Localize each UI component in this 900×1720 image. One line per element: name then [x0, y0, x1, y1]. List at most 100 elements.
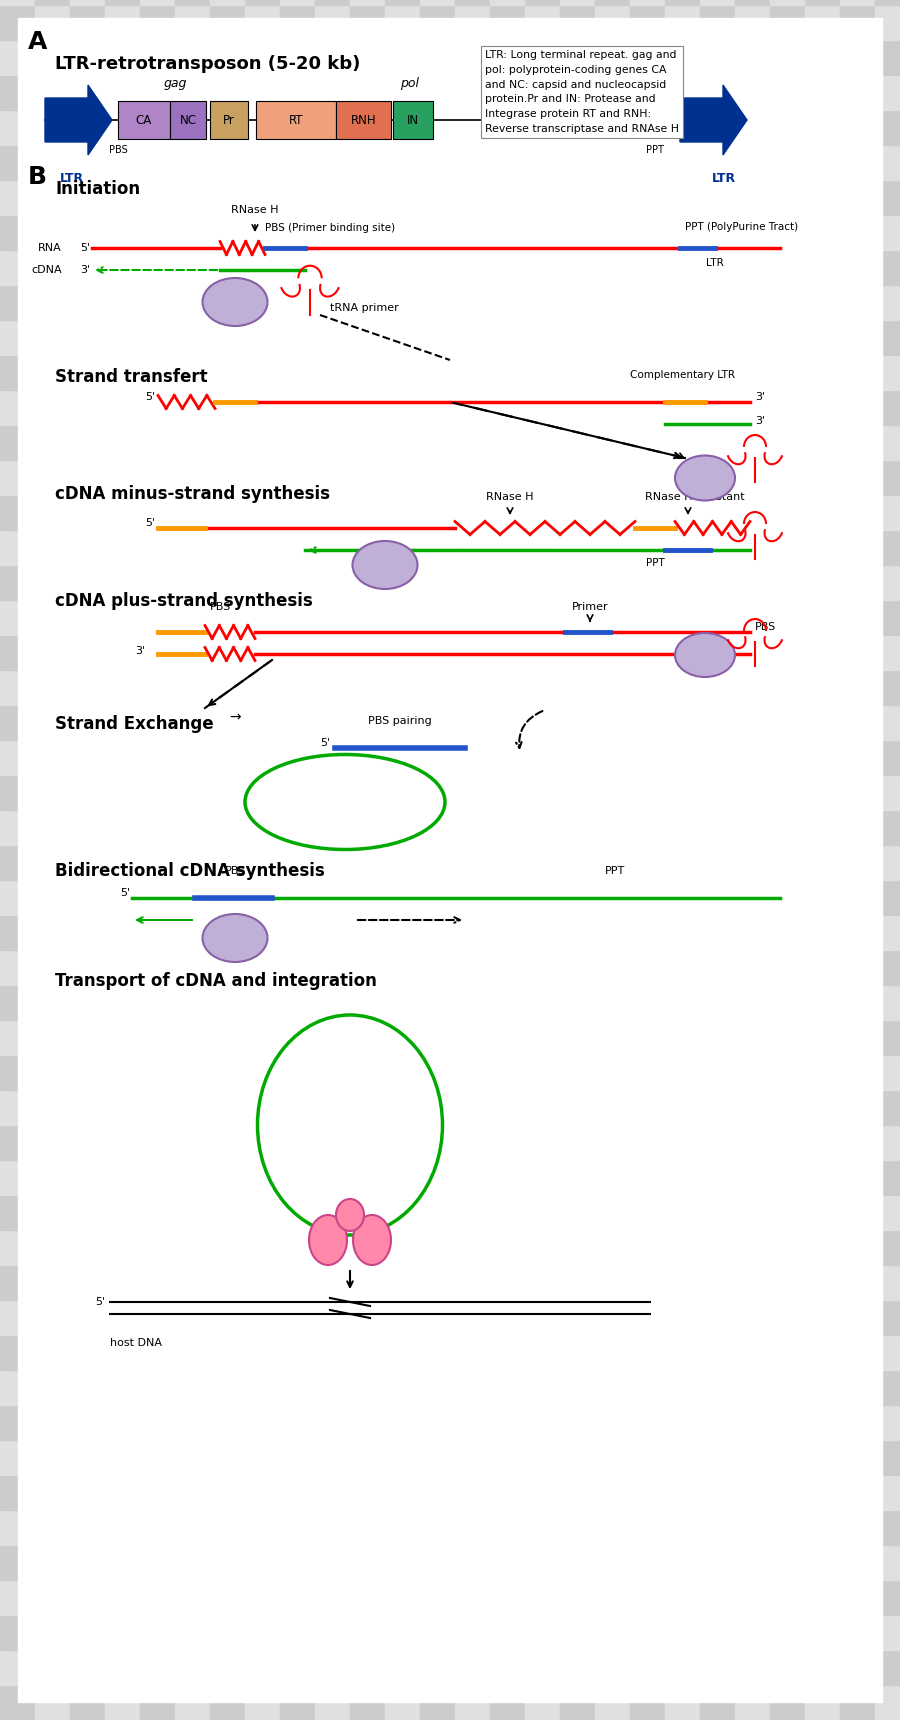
- Bar: [35, 776, 70, 810]
- Bar: [490, 1440, 525, 1476]
- Bar: [70, 110, 105, 144]
- Bar: [630, 986, 665, 1020]
- Bar: [210, 101, 248, 139]
- Bar: [245, 1686, 280, 1720]
- Bar: [630, 1476, 665, 1510]
- Bar: [490, 705, 525, 740]
- Bar: [140, 215, 175, 249]
- Bar: [595, 1545, 630, 1581]
- Bar: [175, 1545, 210, 1581]
- Bar: [525, 881, 560, 915]
- Bar: [385, 1476, 420, 1510]
- Bar: [280, 881, 315, 915]
- Bar: [175, 1335, 210, 1371]
- Bar: [315, 600, 350, 635]
- Bar: [490, 1159, 525, 1195]
- Bar: [280, 1335, 315, 1371]
- Bar: [170, 101, 206, 139]
- Bar: [665, 1054, 700, 1090]
- Bar: [805, 1264, 840, 1300]
- Bar: [560, 459, 595, 495]
- Bar: [280, 215, 315, 249]
- Text: B: B: [28, 165, 47, 189]
- Bar: [840, 144, 875, 181]
- Bar: [35, 915, 70, 949]
- Bar: [840, 635, 875, 671]
- Bar: [735, 740, 770, 776]
- Bar: [455, 1510, 490, 1545]
- Bar: [70, 986, 105, 1020]
- Bar: [385, 740, 420, 776]
- Bar: [350, 1125, 385, 1159]
- Bar: [560, 1264, 595, 1300]
- Bar: [35, 1090, 70, 1125]
- Bar: [118, 101, 170, 139]
- Bar: [490, 1090, 525, 1125]
- Bar: [630, 1405, 665, 1440]
- Bar: [455, 881, 490, 915]
- Bar: [490, 530, 525, 564]
- Bar: [665, 1545, 700, 1581]
- Bar: [875, 249, 900, 286]
- Bar: [805, 1300, 840, 1335]
- Bar: [560, 530, 595, 564]
- Bar: [805, 459, 840, 495]
- Bar: [256, 101, 336, 139]
- Bar: [525, 1054, 560, 1090]
- Bar: [140, 459, 175, 495]
- Bar: [385, 1686, 420, 1720]
- Bar: [420, 144, 455, 181]
- Bar: [210, 530, 245, 564]
- Bar: [875, 215, 900, 249]
- Bar: [875, 76, 900, 110]
- Bar: [735, 705, 770, 740]
- Bar: [420, 740, 455, 776]
- Bar: [770, 671, 805, 705]
- Bar: [805, 949, 840, 986]
- Bar: [245, 845, 280, 881]
- Bar: [630, 459, 665, 495]
- Bar: [455, 530, 490, 564]
- Bar: [700, 1020, 735, 1054]
- Bar: [665, 1300, 700, 1335]
- Bar: [350, 5, 385, 40]
- Bar: [350, 1195, 385, 1230]
- Bar: [560, 1615, 595, 1649]
- Bar: [105, 1125, 140, 1159]
- Text: PBS pairing: PBS pairing: [368, 716, 432, 726]
- Bar: [35, 1230, 70, 1264]
- Bar: [245, 1159, 280, 1195]
- Bar: [280, 671, 315, 705]
- Bar: [840, 1371, 875, 1405]
- Bar: [280, 1476, 315, 1510]
- Bar: [315, 671, 350, 705]
- Bar: [420, 530, 455, 564]
- Bar: [0, 459, 35, 495]
- Bar: [525, 530, 560, 564]
- Bar: [805, 320, 840, 354]
- Bar: [420, 1545, 455, 1581]
- Text: PBS (Primer binding site): PBS (Primer binding site): [265, 224, 395, 232]
- Bar: [455, 181, 490, 215]
- Bar: [70, 915, 105, 949]
- Bar: [210, 1440, 245, 1476]
- Bar: [35, 1545, 70, 1581]
- Bar: [245, 949, 280, 986]
- Bar: [770, 635, 805, 671]
- Bar: [770, 1195, 805, 1230]
- Bar: [350, 1090, 385, 1125]
- Bar: [210, 1054, 245, 1090]
- Bar: [595, 1054, 630, 1090]
- Bar: [490, 1054, 525, 1090]
- Bar: [175, 215, 210, 249]
- Bar: [210, 110, 245, 144]
- Bar: [105, 1545, 140, 1581]
- Bar: [350, 1020, 385, 1054]
- Bar: [385, 600, 420, 635]
- Bar: [770, 110, 805, 144]
- Bar: [315, 810, 350, 845]
- Bar: [525, 810, 560, 845]
- Bar: [595, 0, 630, 5]
- Bar: [245, 249, 280, 286]
- Bar: [490, 1545, 525, 1581]
